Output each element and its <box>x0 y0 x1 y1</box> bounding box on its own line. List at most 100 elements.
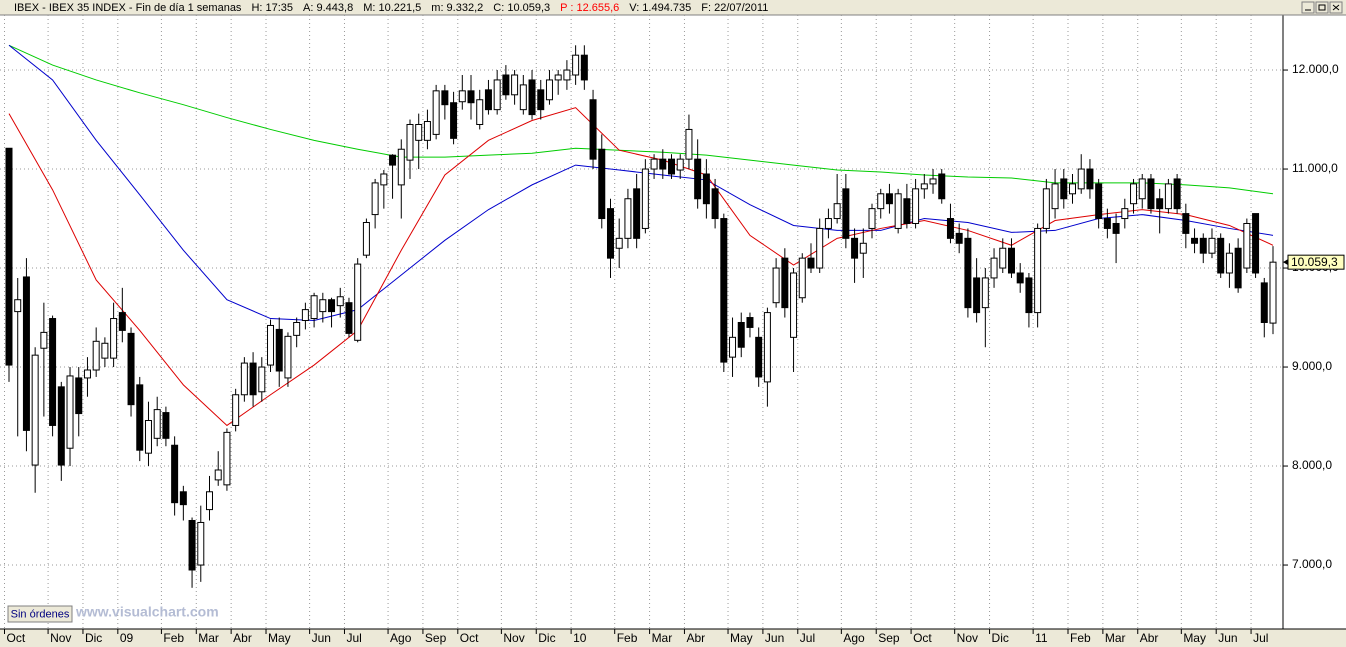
candle-body <box>415 123 423 141</box>
candle-body <box>755 336 763 378</box>
last-price-label: 10.059,3 <box>1291 255 1338 269</box>
header-field: H: 17:35 <box>251 2 293 14</box>
x-tick-label: Dic <box>85 631 102 645</box>
candle-body <box>676 158 684 171</box>
x-tick-label: Jul <box>1253 631 1268 645</box>
minimize-button[interactable] <box>1301 1 1315 14</box>
candle-body <box>284 335 292 379</box>
candle-body <box>118 312 126 331</box>
header-bar <box>0 0 1346 15</box>
candle-body <box>824 218 832 229</box>
orders-button[interactable] <box>7 605 73 623</box>
x-tick-label: Jun <box>765 631 784 645</box>
candle-body <box>981 277 989 309</box>
candle-body <box>223 431 231 486</box>
candle-body <box>807 257 815 269</box>
x-axis-area <box>0 629 1346 647</box>
candle-body <box>1121 208 1129 220</box>
candle-body <box>380 173 388 186</box>
candle-body <box>563 69 571 81</box>
candle-body <box>1191 237 1199 244</box>
x-tick-label: Jun <box>312 631 331 645</box>
candle-body <box>511 74 519 96</box>
candle-body <box>101 342 109 359</box>
x-tick-label: 11 <box>1035 631 1048 645</box>
candle-body <box>781 257 789 309</box>
marks <box>5 44 1277 588</box>
candle-body <box>554 74 562 81</box>
candle-body <box>389 154 397 166</box>
candle-body <box>1208 237 1216 254</box>
candle-body <box>1077 168 1085 190</box>
candle-body <box>110 318 118 359</box>
x-tick-label: Mar <box>198 631 219 645</box>
candle-body <box>328 299 336 313</box>
candle-body <box>1217 237 1225 274</box>
candle-body <box>833 203 841 220</box>
x-tick-label: Mar <box>652 631 673 645</box>
moving-average-line <box>8 107 1274 427</box>
x-tick-label: Nov <box>957 631 978 645</box>
candle-body <box>606 208 614 259</box>
candle-body <box>720 218 728 363</box>
candle-body <box>484 89 492 111</box>
candle-body <box>903 198 911 224</box>
candle-body <box>1016 272 1024 284</box>
candle-body <box>5 147 13 366</box>
candle-body <box>1269 261 1277 324</box>
x-tick-label: Sep <box>878 631 900 645</box>
candle-body <box>1173 178 1181 210</box>
candle-body <box>615 237 623 249</box>
x-tick-label: 09 <box>120 631 134 645</box>
candle-body <box>83 369 91 379</box>
candle-body <box>790 272 798 338</box>
candle-body <box>214 469 222 481</box>
candle-body <box>641 168 649 229</box>
candle-body <box>868 208 876 229</box>
candle-body <box>293 321 301 336</box>
y-tick-label: 12.000,0 <box>1292 62 1339 76</box>
candle-body <box>371 182 379 216</box>
candle-body <box>912 188 920 224</box>
window-buttons <box>1301 1 1343 14</box>
candle-body <box>1156 198 1164 210</box>
plot-area <box>0 15 1283 629</box>
x-tick-label: 10 <box>573 631 587 645</box>
candle-body <box>920 183 928 190</box>
candle-body <box>1095 183 1103 220</box>
maximize-icon <box>1318 4 1326 11</box>
candle-body <box>519 84 527 111</box>
candle-body <box>1042 188 1050 229</box>
y-tick-label: 7.000,0 <box>1292 557 1332 571</box>
header-field: V: 1.494.735 <box>629 2 691 14</box>
candle-body <box>1007 247 1015 274</box>
candle-body <box>851 237 859 259</box>
last-price-arrow <box>1283 259 1288 266</box>
candle-body <box>973 277 981 314</box>
maximize-button[interactable] <box>1315 1 1329 14</box>
x-tick-label: Sep <box>425 631 447 645</box>
candle-body <box>493 79 501 111</box>
x-tick-label: Feb <box>163 631 184 645</box>
x-tick-label: Dic <box>538 631 555 645</box>
candle-body <box>589 99 597 160</box>
header-field: F: 22/07/2011 <box>701 2 768 14</box>
candle-body <box>798 257 806 299</box>
candle-body <box>1103 218 1111 229</box>
y-axis-area <box>1283 15 1346 629</box>
candle-body <box>57 386 65 466</box>
candle-body <box>1112 222 1120 234</box>
watermark: www.visualchart.com <box>75 604 219 620</box>
candle-body <box>772 267 780 304</box>
candle-body <box>301 309 309 322</box>
candle-body <box>816 227 824 269</box>
candle-body <box>205 491 213 511</box>
candle-body <box>859 242 867 254</box>
candle-body <box>127 332 135 406</box>
candle-body <box>136 384 144 451</box>
candle-body <box>467 90 475 104</box>
x-tick-label: Oct <box>913 631 932 645</box>
candle-body <box>1025 277 1033 314</box>
candle-body <box>179 491 187 506</box>
candle-body <box>1243 222 1251 269</box>
